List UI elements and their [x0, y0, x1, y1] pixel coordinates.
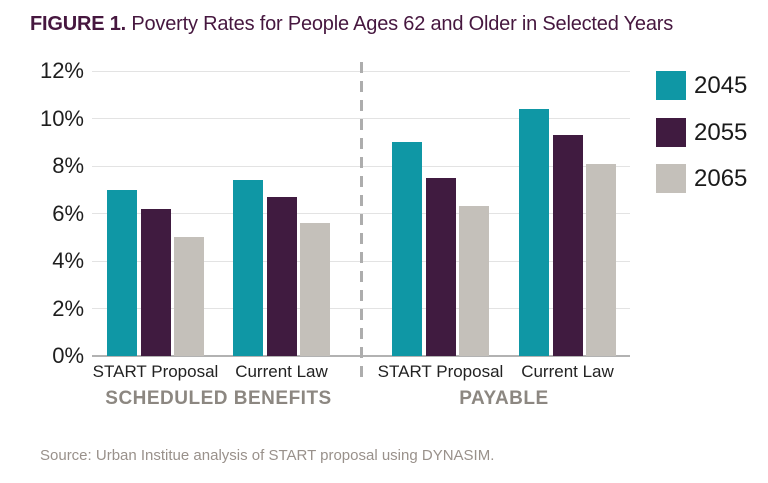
bar-2055	[140, 208, 171, 356]
group-divider-dashed-line	[360, 62, 363, 378]
x-axis-cluster-label: START Proposal	[377, 362, 504, 381]
bar-2055	[266, 196, 297, 356]
figure-number-label: FIGURE 1.	[30, 13, 126, 35]
bar-2065	[586, 163, 616, 356]
x-axis-group-label: PAYABLE	[459, 388, 549, 409]
y-axis-tick-label: 8%	[52, 153, 84, 178]
figure-title-text: Poverty Rates for People Ages 62 and Old…	[131, 13, 674, 35]
legend-label-2055: 2055	[694, 118, 748, 146]
y-axis-tick-label: 10%	[39, 105, 84, 131]
figure-title: FIGURE 1. Poverty Rates for People Ages …	[30, 13, 673, 36]
legend-label-2045: 2045	[694, 72, 748, 99]
y-axis-tick-label: 6%	[52, 200, 84, 226]
legend-swatch-2055	[656, 117, 686, 147]
bar-2055	[425, 177, 456, 356]
y-axis-tick-label: 2%	[52, 295, 84, 321]
bar-2045	[233, 180, 263, 356]
y-axis-tick-label: 4%	[52, 248, 84, 273]
legend-swatch-2065	[656, 164, 686, 193]
x-axis-cluster-label: Current Law	[235, 362, 328, 381]
x-axis-cluster-label: START Proposal	[92, 362, 219, 381]
bar-2045	[392, 142, 422, 356]
source-note: Source: Urban Institue analysis of START…	[40, 447, 495, 464]
bar-2055	[552, 135, 583, 356]
bar-2045	[107, 189, 137, 356]
x-axis-group-label: SCHEDULED BENEFITS	[105, 388, 332, 409]
bar-2065	[459, 206, 489, 356]
bar-2065	[300, 223, 330, 356]
bar-2065	[174, 237, 204, 356]
legend-label-2065: 2065	[694, 165, 748, 192]
bar-2045	[519, 109, 549, 356]
y-axis-tick-label: 0%	[52, 343, 84, 368]
legend-swatch-2045	[656, 71, 686, 100]
y-axis-tick-label: 12%	[39, 58, 84, 83]
x-axis-cluster-label: Current Law	[521, 362, 614, 381]
